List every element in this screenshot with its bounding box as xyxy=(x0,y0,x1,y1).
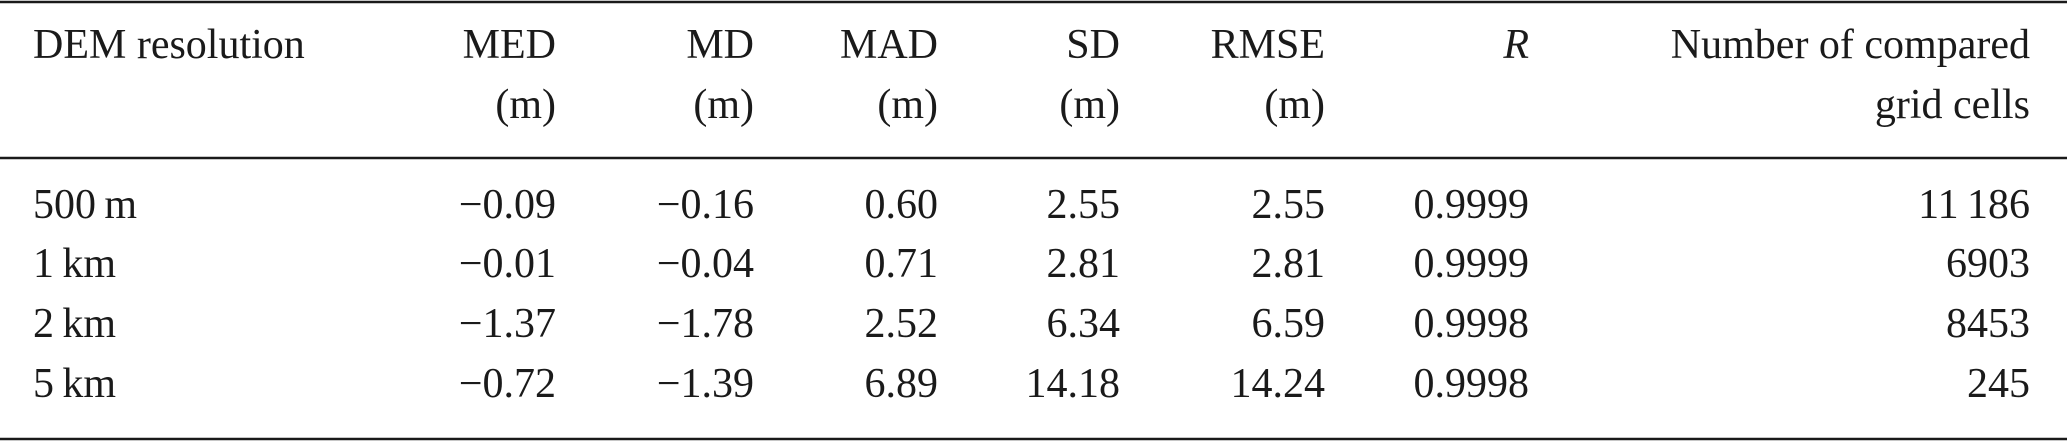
table-cell: 0.9999 xyxy=(1414,182,1530,228)
header-cell: SD xyxy=(1066,22,1120,68)
table-cell: 2.55 xyxy=(1252,182,1326,228)
table-cell: 0.9999 xyxy=(1414,241,1530,287)
table-cell: 14.18 xyxy=(1026,361,1121,407)
table-cell: 6.34 xyxy=(1047,301,1121,347)
header-cell: (m) xyxy=(693,82,754,128)
header-cell: RMSE xyxy=(1211,22,1325,68)
table-cell: 500 m xyxy=(33,182,137,228)
header-cell: (m) xyxy=(877,82,938,128)
table-cell: 2.81 xyxy=(1047,241,1121,287)
table-cell: 1 km xyxy=(33,241,116,287)
table-cell: −0.04 xyxy=(657,241,754,287)
table-cell: 2.81 xyxy=(1252,241,1326,287)
table-cell: 0.60 xyxy=(865,182,939,228)
table-cell: −1.78 xyxy=(657,301,754,347)
table-cell: −0.01 xyxy=(459,241,556,287)
table-cell: 14.24 xyxy=(1231,361,1326,407)
table-cell: 0.9998 xyxy=(1414,361,1530,407)
table-cell: −0.72 xyxy=(459,361,556,407)
table-cell: −1.39 xyxy=(657,361,754,407)
header-cell: (m) xyxy=(1059,82,1120,128)
header-cell: (m) xyxy=(495,82,556,128)
header-cell: MD xyxy=(686,22,754,68)
table-cell: 8453 xyxy=(1946,301,2030,347)
table-cell: 5 km xyxy=(33,361,116,407)
table-cell: 2.52 xyxy=(865,301,939,347)
header-cell: MAD xyxy=(840,22,938,68)
header-cell: R xyxy=(1502,22,1529,68)
header-cell: DEM resolution xyxy=(33,22,305,68)
table-cell: 2.55 xyxy=(1047,182,1121,228)
table-cell: −0.09 xyxy=(459,182,556,228)
table-cell: 245 xyxy=(1967,361,2030,407)
table-cell: −0.16 xyxy=(657,182,754,228)
header-cell: MED xyxy=(463,22,556,68)
table-cell: 0.9998 xyxy=(1414,301,1530,347)
table-cell: 11 186 xyxy=(1918,182,2030,228)
table-cell: −1.37 xyxy=(459,301,556,347)
table-cell: 6.59 xyxy=(1252,301,1326,347)
header-cell: grid cells xyxy=(1875,82,2030,128)
header-cell: Number of compared xyxy=(1671,22,2030,68)
header-cell: (m) xyxy=(1264,82,1325,128)
table-cell: 6.89 xyxy=(865,361,939,407)
table-cell: 0.71 xyxy=(865,241,939,287)
table-cell: 6903 xyxy=(1946,241,2030,287)
table-cell: 2 km xyxy=(33,301,116,347)
